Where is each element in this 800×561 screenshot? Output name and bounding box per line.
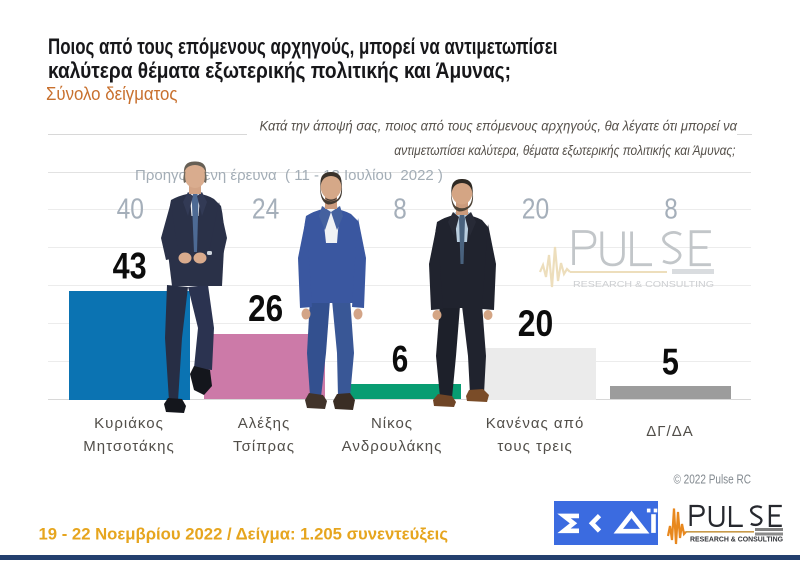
svg-text:καλύτερα θέματα εξωτερικής πολ: καλύτερα θέματα εξωτερικής πολιτικής και… — [48, 58, 511, 83]
svg-text:20: 20 — [522, 193, 549, 225]
svg-text:8: 8 — [664, 193, 678, 225]
svg-text:αντιμετωπίσει καλύτερα, θέματα: αντιμετωπίσει καλύτερα, θέματα εξωτερική… — [394, 143, 735, 159]
svg-text:6: 6 — [392, 338, 409, 380]
svg-text:Κατά την άποψή σας, ποιος από: Κατά την άποψή σας, ποιος από τους επόμε… — [260, 119, 738, 135]
svg-text:19 - 22 Νοεμβρίου 2022 / Δ: 19 - 22 Νοεμβρίου 2022 / Δείγμα: 1.205 σ… — [39, 526, 449, 544]
svg-text:20: 20 — [518, 302, 554, 344]
svg-text:26: 26 — [248, 287, 283, 329]
svg-text:RESEARCH & CONSULTING: RESEARCH & CONSULTING — [690, 535, 783, 544]
svg-text:Σύνολο δείγματος: Σύνολο δείγματος — [46, 83, 178, 104]
svg-text:5: 5 — [662, 341, 679, 383]
svg-text:24: 24 — [252, 193, 280, 225]
svg-text:40: 40 — [117, 193, 144, 225]
svg-text:8: 8 — [393, 193, 407, 225]
svg-text:Ποιος από τους επόμενους αρχηγ: Ποιος από τους επόμενους αρχηγούς, μπορε… — [48, 34, 558, 59]
svg-text:© 2022 Pulse RC: © 2022 Pulse RC — [674, 471, 752, 486]
svg-text:43: 43 — [113, 245, 147, 287]
svg-text:RESEARCH & CONSULTING: RESEARCH & CONSULTING — [573, 279, 714, 289]
